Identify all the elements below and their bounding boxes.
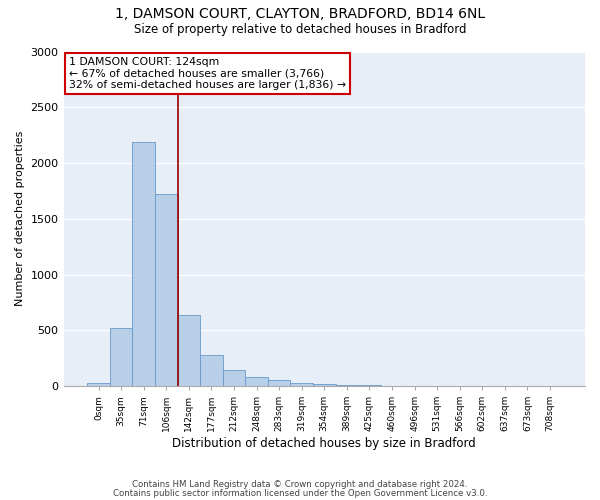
Text: Contains HM Land Registry data © Crown copyright and database right 2024.: Contains HM Land Registry data © Crown c… <box>132 480 468 489</box>
Bar <box>87 382 110 386</box>
Bar <box>313 384 335 386</box>
Text: Size of property relative to detached houses in Bradford: Size of property relative to detached ho… <box>134 22 466 36</box>
Bar <box>110 328 133 386</box>
Bar <box>223 370 245 386</box>
Bar <box>155 194 178 386</box>
Bar <box>178 314 200 386</box>
Text: 1 DAMSON COURT: 124sqm
← 67% of detached houses are smaller (3,766)
32% of semi-: 1 DAMSON COURT: 124sqm ← 67% of detached… <box>69 56 346 90</box>
Text: Contains public sector information licensed under the Open Government Licence v3: Contains public sector information licen… <box>113 488 487 498</box>
Bar <box>268 380 290 386</box>
Bar <box>290 382 313 386</box>
Bar <box>200 355 223 386</box>
Bar <box>335 385 358 386</box>
X-axis label: Distribution of detached houses by size in Bradford: Distribution of detached houses by size … <box>172 437 476 450</box>
Bar <box>133 142 155 386</box>
Text: 1, DAMSON COURT, CLAYTON, BRADFORD, BD14 6NL: 1, DAMSON COURT, CLAYTON, BRADFORD, BD14… <box>115 8 485 22</box>
Bar <box>245 377 268 386</box>
Y-axis label: Number of detached properties: Number of detached properties <box>15 131 25 306</box>
